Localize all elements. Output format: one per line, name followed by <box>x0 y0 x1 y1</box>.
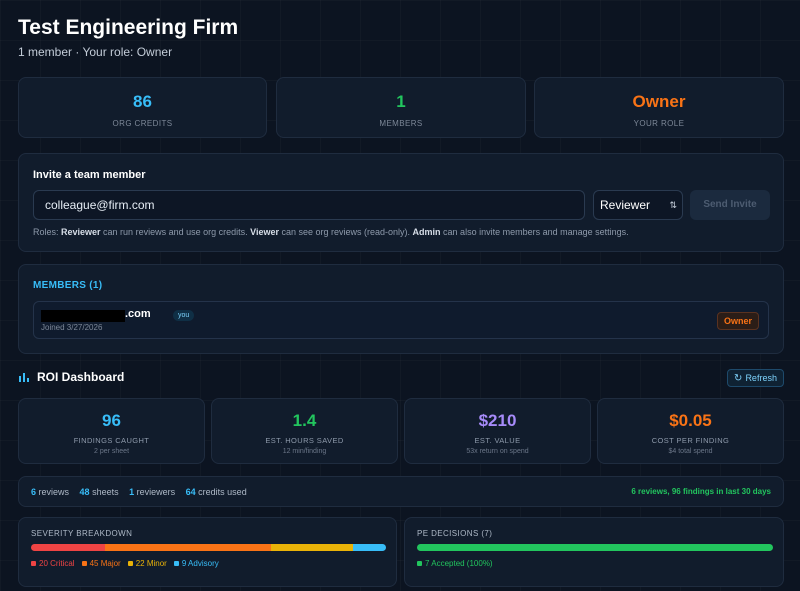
cost-per-finding-label: COST PER FINDING <box>651 436 730 445</box>
usage-stats: 6 reviews 48 sheets 1 reviewers 64 credi… <box>31 487 247 497</box>
your-role-label: YOUR ROLE <box>633 119 685 128</box>
role-viewer-name: Viewer <box>250 227 279 237</box>
severity-legend-item: 20 Critical <box>31 559 75 568</box>
findings-caught-value: 96 <box>102 411 121 430</box>
send-invite-button[interactable]: Send Invite <box>690 190 770 220</box>
severity-bar-segment <box>271 544 353 551</box>
reviews-label: reviews <box>36 487 70 497</box>
invite-card: Invite a team member colleague@firm.com … <box>18 153 784 252</box>
sheets-label: sheets <box>89 487 119 497</box>
hours-saved-label: EST. HOURS SAVED <box>265 436 344 445</box>
member-role-badge: Owner <box>716 312 759 330</box>
org-credits-card: 86 ORG CREDITS <box>18 77 267 138</box>
severity-legend-item: 9 Advisory <box>173 559 219 568</box>
roles-admin-desc: can also invite members and manage setti… <box>440 227 629 237</box>
invite-email-input[interactable]: colleague@firm.com <box>33 190 585 220</box>
roi-dashboard-heading: ROI Dashboard <box>19 370 124 384</box>
members-card-list: MEMBERS (1) .com you Joined 3/27/2026 Ow… <box>18 264 784 354</box>
role-select-value: Reviewer <box>600 198 651 212</box>
hours-saved-sub: 12 min/finding <box>282 448 327 455</box>
page-subtitle: 1 member · Your role: Owner <box>18 45 173 59</box>
your-role-value: Owner <box>632 92 686 111</box>
findings-caught-card: 96 FINDINGS CAUGHT 2 per sheet <box>18 398 205 464</box>
roles-reviewer-desc: can run reviews and use org credits. <box>100 227 251 237</box>
members-count-label: MEMBERS <box>379 119 423 128</box>
hours-saved-value: 1.4 <box>292 411 317 430</box>
members-card: 1 MEMBERS <box>276 77 526 138</box>
bar-chart-icon <box>19 373 29 382</box>
severity-bar <box>31 544 386 551</box>
recent-activity-summary: 6 reviews, 96 findings in last 30 days <box>631 487 771 496</box>
org-credits-value: 86 <box>133 92 152 111</box>
invite-heading: Invite a team member <box>33 169 146 181</box>
est-value-label: EST. VALUE <box>474 436 521 445</box>
severity-heading: SEVERITY BREAKDOWN <box>31 529 133 538</box>
est-value-sub: 53x return on spend <box>466 448 529 455</box>
pe-decisions-bar <box>417 544 773 551</box>
members-count-value: 1 <box>396 92 406 111</box>
pe-decision-legend-item: 7 Accepted (100%) <box>417 559 493 568</box>
roles-help-text: Roles: Reviewer can run reviews and use … <box>33 227 629 237</box>
severity-breakdown-card: SEVERITY BREAKDOWN 20 Critical 45 Major 22… <box>18 517 397 587</box>
role-select[interactable]: Reviewer ⇅ <box>593 190 683 220</box>
pe-decision-legend-label: 7 Accepted (100%) <box>425 559 493 568</box>
cost-per-finding-value: $0.05 <box>669 411 712 430</box>
severity-legend-label: 20 Critical <box>39 559 75 568</box>
member-email: .com <box>125 308 151 320</box>
credits-used-label: credits used <box>195 487 247 497</box>
est-value-card: $210 EST. VALUE 53x return on spend <box>404 398 591 464</box>
credits-used-count: 64 <box>185 487 196 497</box>
org-credits-label: ORG CREDITS <box>112 119 173 128</box>
pe-decision-legend-dot <box>417 561 422 566</box>
member-joined-date: Joined 3/27/2026 <box>41 323 103 332</box>
your-role-card: Owner YOUR ROLE <box>534 77 784 138</box>
findings-caught-label: FINDINGS CAUGHT <box>73 436 150 445</box>
est-value-value: $210 <box>478 411 517 430</box>
severity-bar-segment <box>31 544 105 551</box>
severity-legend-dot <box>81 561 87 566</box>
reviewers-count: 1 <box>129 487 135 497</box>
findings-caught-sub: 2 per sheet <box>93 448 130 455</box>
role-reviewer-name: Reviewer <box>61 227 101 237</box>
severity-bar-segment <box>104 544 272 551</box>
pe-decisions-heading: PE DECISIONS (7) <box>417 529 493 538</box>
severity-legend-label: 9 Advisory <box>181 559 219 568</box>
severity-legend-label: 22 Minor <box>135 559 167 568</box>
cost-per-finding-sub: $4 total spend <box>668 448 713 455</box>
severity-legend-dot <box>31 561 36 566</box>
roi-dashboard-title: ROI Dashboard <box>37 370 125 384</box>
roles-prefix: Roles: <box>33 227 62 237</box>
severity-legend-dot <box>127 561 133 566</box>
severity-legend-label: 45 Major <box>89 559 121 568</box>
member-row[interactable]: .com you Joined 3/27/2026 Owner <box>33 301 769 339</box>
page-title: Test Engineering Firm <box>18 16 239 39</box>
pe-decisions-card: PE DECISIONS (7) 7 Accepted (100%) <box>404 517 784 587</box>
reviews-count: 6 <box>31 487 37 497</box>
you-badge: you <box>173 310 195 321</box>
severity-bar-segment <box>352 544 386 551</box>
role-admin-name: Admin <box>412 227 441 237</box>
severity-legend-dot <box>173 561 179 566</box>
severity-legend-item: 45 Major <box>81 559 121 568</box>
hours-saved-card: 1.4 EST. HOURS SAVED 12 min/finding <box>211 398 398 464</box>
refresh-icon: ↻ <box>734 372 743 384</box>
refresh-label: Refresh <box>745 373 777 383</box>
severity-legend-item: 22 Minor <box>127 559 167 568</box>
cost-per-finding-card: $0.05 COST PER FINDING $4 total spend <box>597 398 784 464</box>
sheets-count: 48 <box>79 487 90 497</box>
pe-decisions-legend: 7 Accepted (100%) <box>417 559 500 568</box>
severity-legend: 20 Critical 45 Major 22 Minor 9 Advisory <box>31 559 226 568</box>
roles-viewer-desc: can see org reviews (read-only). <box>278 227 413 237</box>
usage-summary-card: 6 reviews 48 sheets 1 reviewers 64 credi… <box>18 476 784 507</box>
refresh-button[interactable]: ↻ Refresh <box>727 369 784 387</box>
pe-decision-bar-segment <box>417 544 773 551</box>
select-chevron-icon: ⇅ <box>669 200 677 210</box>
redacted-email <box>41 310 125 322</box>
members-heading: MEMBERS (1) <box>33 280 103 291</box>
reviewers-label: reviewers <box>134 487 176 497</box>
